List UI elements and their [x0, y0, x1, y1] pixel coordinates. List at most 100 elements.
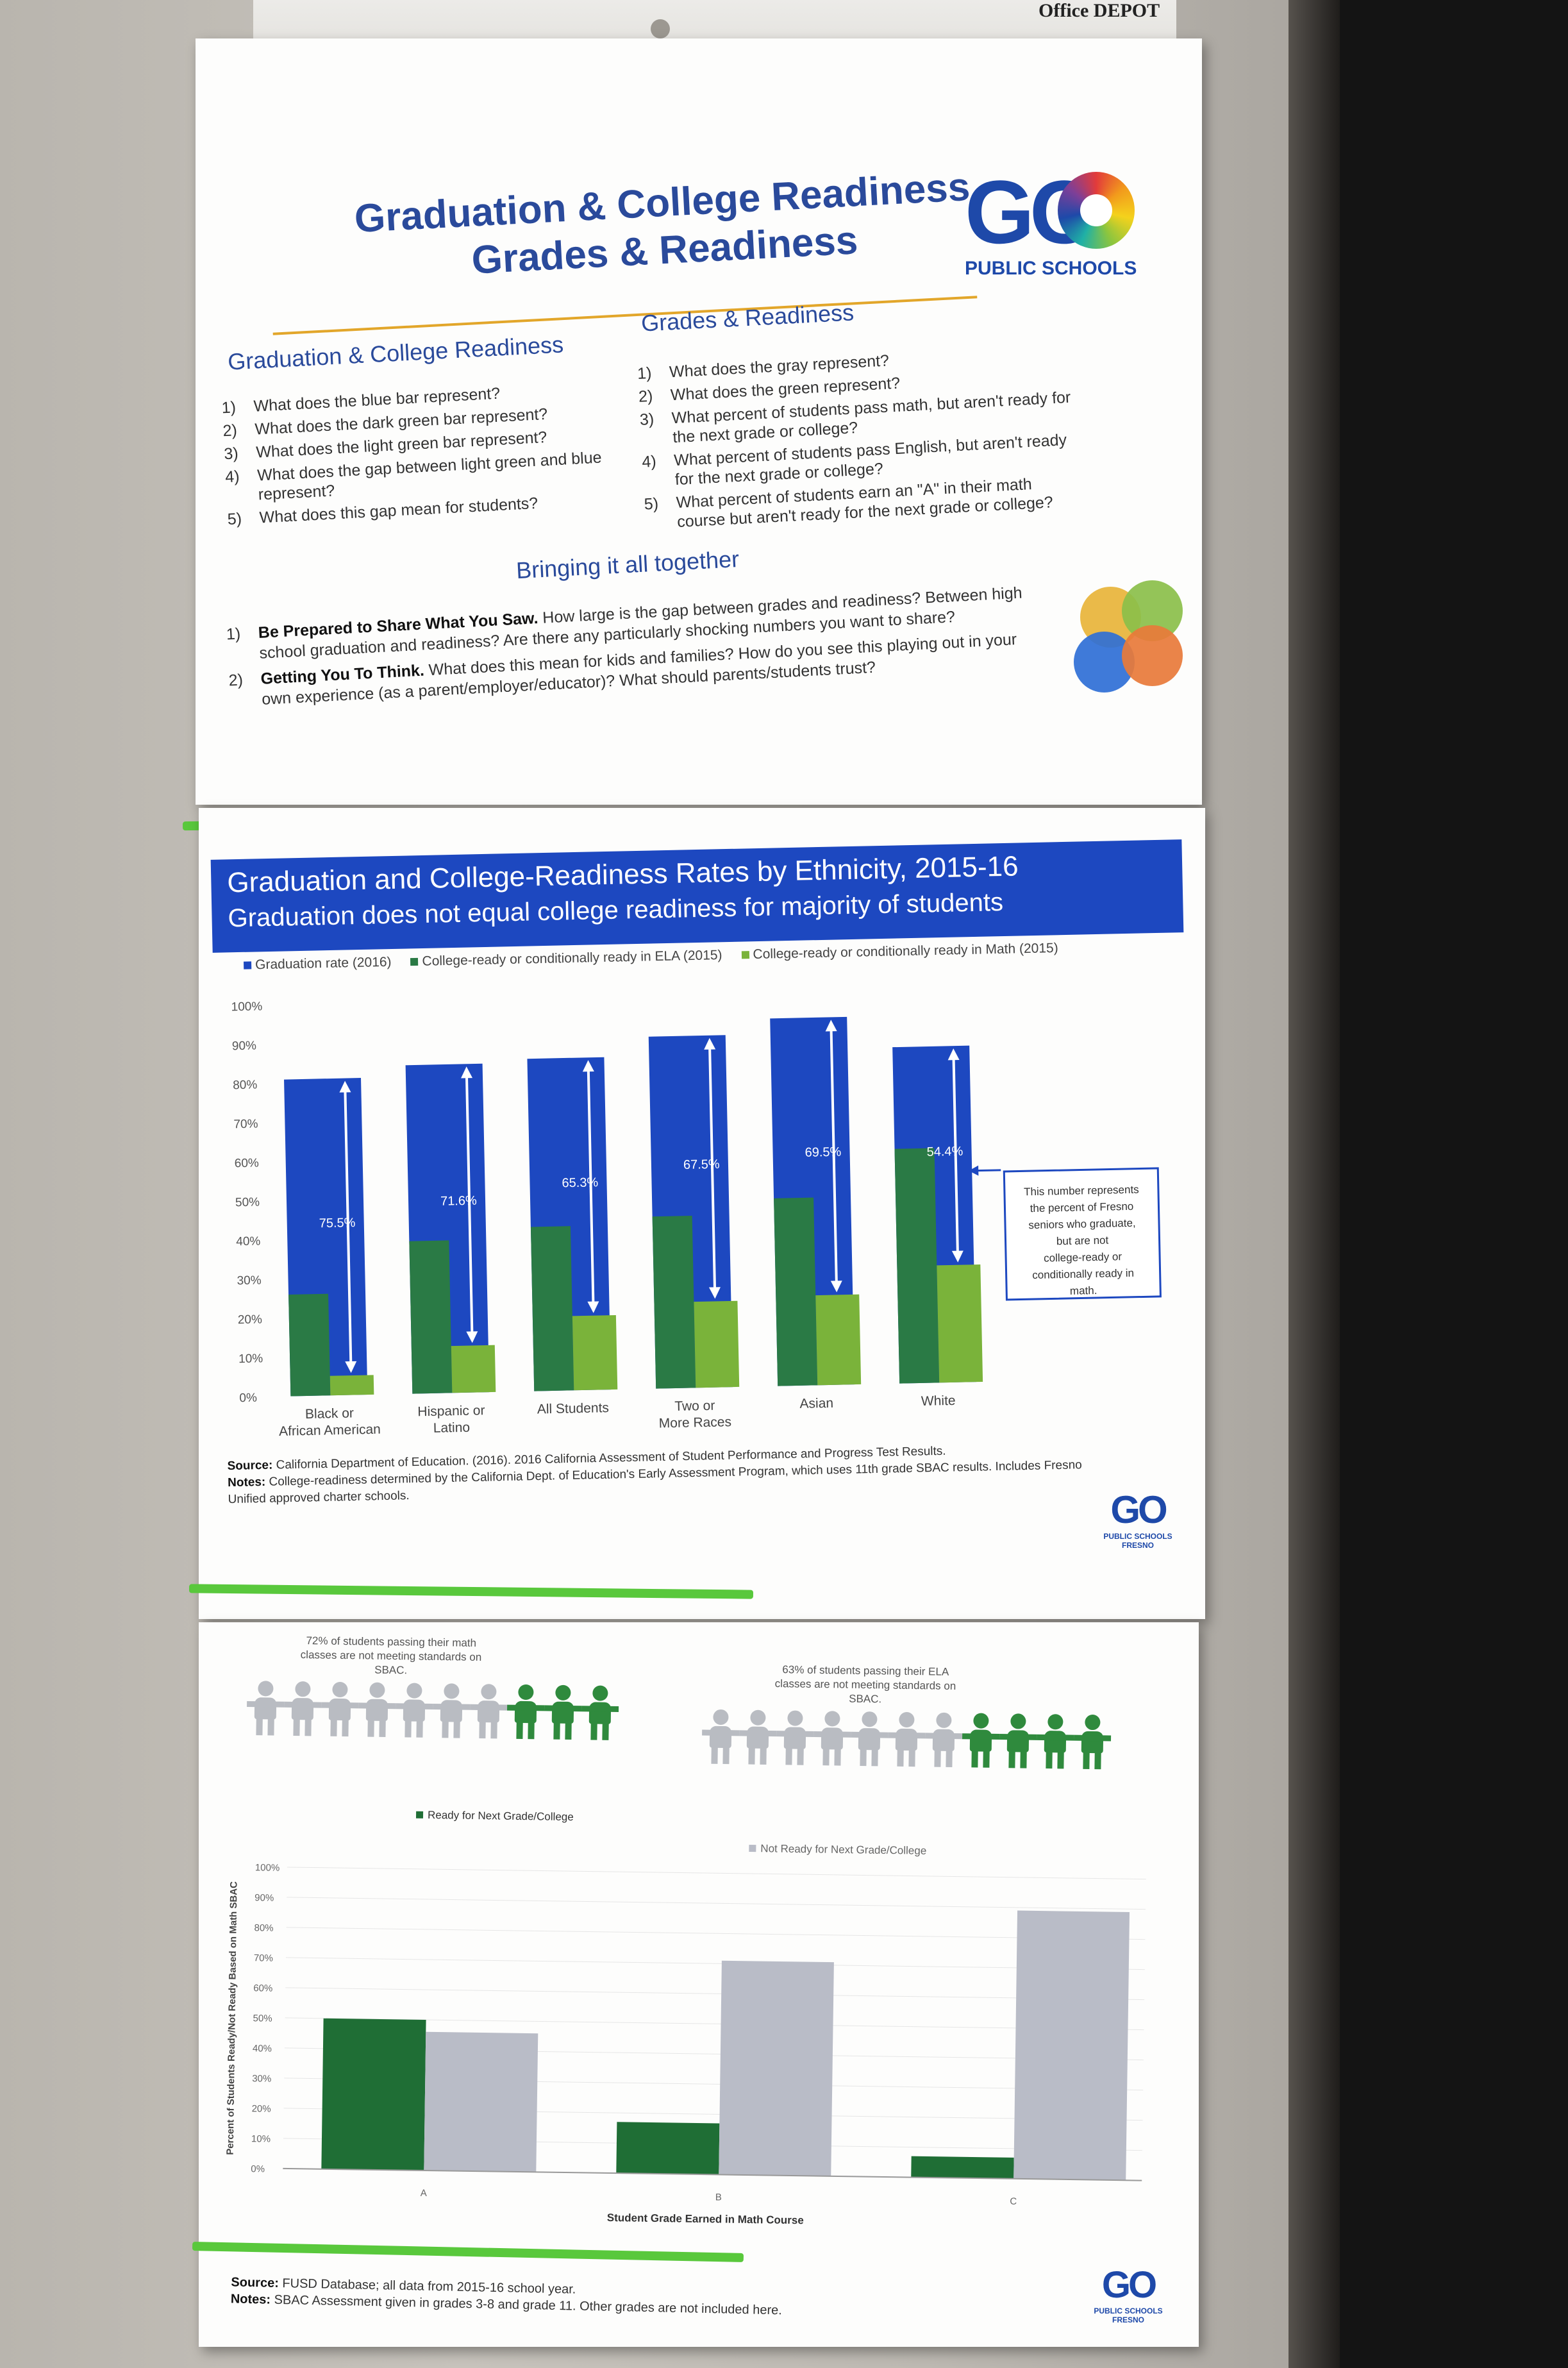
- gap-label: 69.5%: [805, 1145, 841, 1160]
- annotation-text: college-ready or: [1044, 1250, 1122, 1264]
- person-icon-green: [1073, 1714, 1112, 1770]
- gap-arrow-head: [830, 1281, 842, 1293]
- gap-arrow-head: [708, 1287, 721, 1299]
- y-tick-label: 70%: [233, 1118, 258, 1132]
- legend-label: Graduation rate (2016): [254, 954, 392, 973]
- y-tick-label: 80%: [233, 1079, 258, 1093]
- logo-text: GO: [1101, 2264, 1157, 2306]
- legend-label: College-ready or conditionally ready in …: [753, 941, 1058, 962]
- ela-ready-bar: [530, 1226, 574, 1391]
- gap-label: 67.5%: [683, 1157, 720, 1172]
- person-icon-gray: [850, 1711, 888, 1767]
- source-label: Source:: [231, 2275, 279, 2290]
- gap-label: 71.6%: [440, 1194, 477, 1209]
- annotation-pointer: [975, 1169, 1001, 1172]
- y-tick-label: 50%: [253, 2013, 272, 2024]
- legend-swatch: [749, 1844, 756, 1852]
- y-tick-label: 80%: [254, 1922, 273, 1933]
- y-tick-label: 40%: [236, 1234, 261, 1248]
- person-icon-gray: [283, 1681, 322, 1736]
- person-icon-gray: [701, 1709, 740, 1765]
- punch-hole: [651, 19, 670, 38]
- person-icon-gray: [738, 1709, 777, 1765]
- y-tick-label: 100%: [255, 1862, 280, 1874]
- question-number: 3): [639, 410, 655, 429]
- gap-label: 65.3%: [562, 1175, 598, 1190]
- question-number: 4): [641, 452, 657, 471]
- gap-arrow-head: [339, 1080, 351, 1093]
- math-ready-bar: [694, 1300, 740, 1388]
- math-ready-bar: [937, 1264, 983, 1383]
- annotation-text: but are not: [1056, 1234, 1109, 1248]
- math-ready-bar: [451, 1345, 496, 1393]
- question-list-grades: 1) What does the gray represent? 2) What do…: [637, 341, 1081, 537]
- y-tick-label: 20%: [238, 1313, 263, 1327]
- math-ready-bar: [329, 1375, 374, 1396]
- category-label: Latino: [433, 1420, 471, 1436]
- category-label: Asian: [799, 1396, 833, 1411]
- gap-arrow-head: [461, 1066, 473, 1079]
- gap-label: 75.5%: [319, 1216, 356, 1230]
- question-list-graduation: 1) What does the blue bar represent? 2) Wha…: [221, 378, 625, 533]
- category-label: A: [421, 2188, 427, 2199]
- category-label: White: [921, 1393, 956, 1409]
- category-label: B: [715, 2192, 722, 2203]
- person-icon-gray: [924, 1712, 963, 1768]
- category-label: Hispanic or: [417, 1403, 485, 1419]
- poster-discussion-guide: Graduation & College Readiness Grades & …: [196, 38, 1202, 805]
- y-tick-label: 0%: [239, 1391, 257, 1406]
- legend-label: College-ready or conditionally ready in …: [422, 947, 722, 969]
- chart-title-banner: Graduation and College-Readiness Rates b…: [210, 839, 1184, 953]
- item-number: 1): [226, 625, 241, 644]
- person-icon-green: [999, 1713, 1037, 1768]
- category-label: Black or: [305, 1406, 354, 1422]
- y-tick-label: 90%: [254, 1892, 274, 1903]
- legend-label: Not Ready for Next Grade/College: [760, 1842, 926, 1857]
- gap-arrow-line: [708, 1041, 717, 1295]
- annotation-text: seniors who graduate,: [1028, 1217, 1136, 1231]
- y-tick-label: 50%: [235, 1196, 260, 1210]
- category-label: African American: [279, 1422, 381, 1439]
- y-tick-label: 100%: [231, 1000, 262, 1014]
- category-label: C: [1010, 2196, 1017, 2207]
- y-tick-label: 60%: [235, 1157, 260, 1171]
- question-number: 3): [223, 444, 239, 464]
- gridline: [285, 1987, 1145, 2001]
- y-axis-label: Percent of Students Ready/Not Ready Base…: [225, 1881, 240, 2155]
- logo-subtitle: PUBLIC SCHOOLS FRESNO: [1094, 2306, 1163, 2324]
- y-tick-label: 60%: [253, 1983, 272, 1994]
- gap-label: 54.4%: [926, 1145, 963, 1159]
- y-tick-label: 90%: [232, 1039, 257, 1054]
- gap-arrow-head: [951, 1250, 963, 1263]
- annotation-text: conditionally ready in: [1032, 1267, 1134, 1281]
- ready-bar: [321, 2018, 426, 2171]
- question-number: 1): [637, 364, 653, 383]
- person-icon-green: [1036, 1714, 1074, 1769]
- person-icon-gray: [776, 1710, 814, 1765]
- go-fresno-logo: GO PUBLIC SCHOOLS FRESNO: [1087, 2263, 1170, 2324]
- item-number: 2): [228, 671, 244, 690]
- y-tick-label: 20%: [252, 2103, 271, 2114]
- gridline: [285, 1957, 1145, 1970]
- y-tick-label: 70%: [254, 1952, 273, 1963]
- logo-text: GO: [1110, 1488, 1167, 1531]
- person-icon-green: [581, 1685, 619, 1740]
- dark-background: [1340, 0, 1568, 2368]
- gridline: [287, 1897, 1146, 1910]
- ela-ready-bar: [652, 1215, 696, 1389]
- annotation-box: [1003, 1167, 1162, 1301]
- question-number: 1): [221, 398, 237, 417]
- poster-grades-readiness: 72% of students passing their math class…: [199, 1622, 1199, 2347]
- go-fresno-logo: GO PUBLIC SCHOOLS FRESNO: [1096, 1488, 1180, 1550]
- gap-arrow-line: [952, 1052, 960, 1259]
- legend-swatch: [415, 1811, 424, 1818]
- y-tick-label: 30%: [237, 1273, 262, 1288]
- category-label: All Students: [537, 1400, 610, 1416]
- gap-arrow-head: [582, 1060, 594, 1072]
- person-icon-green: [506, 1684, 545, 1740]
- math-callout: 72% of students passing their math class…: [300, 1634, 482, 1677]
- legend-swatch: [244, 961, 252, 970]
- person-icon-gray: [813, 1711, 851, 1766]
- go-public-schools-logo: GO PUBLIC SCHOOLS: [965, 160, 1157, 280]
- logo-burst-icon: [1058, 172, 1135, 249]
